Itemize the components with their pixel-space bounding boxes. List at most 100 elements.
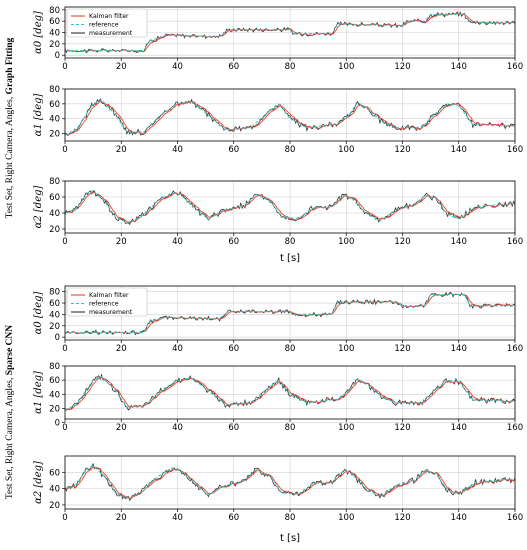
y-tick-label: 40 — [49, 485, 60, 495]
y-tick-label: 80 — [49, 6, 60, 16]
y-tick-label: 60 — [49, 299, 60, 309]
y-axis-label: α0 [deg] — [33, 291, 44, 334]
y-tick-label: 20 — [49, 404, 60, 414]
legend-entry: reference — [89, 301, 119, 308]
series-kalman-filter — [64, 466, 516, 499]
y-tick-label: 40 — [49, 209, 60, 219]
x-axis-label: t [s] — [280, 253, 300, 264]
x-tick-label: 60 — [228, 423, 239, 433]
series-reference — [64, 99, 515, 136]
series-reference — [64, 465, 516, 499]
x-tick-label: 80 — [285, 62, 296, 72]
series-reference — [65, 13, 516, 52]
series-kalman-filter — [64, 376, 516, 411]
x-tick-label: 60 — [228, 145, 239, 155]
y-tick-label: 60 — [49, 17, 60, 27]
x-tick-label: 0 — [62, 62, 67, 72]
legend-box — [66, 287, 148, 317]
y-tick-label: 40 — [49, 390, 60, 400]
legend-entry: Kalman filter — [89, 13, 129, 20]
y-tick-label: 0 — [55, 419, 60, 429]
y-tick-label: 80 — [49, 85, 60, 95]
x-tick-label: 80 — [285, 237, 296, 247]
x-tick-label: 140 — [451, 145, 467, 155]
x-axis-label: t [s] — [280, 533, 300, 544]
x-tick-label: 80 — [285, 344, 296, 354]
series-measurement — [64, 190, 516, 226]
x-tick-label: 20 — [116, 237, 127, 247]
x-tick-label: 160 — [507, 237, 523, 247]
y-tick-label: 60 — [49, 193, 60, 203]
x-tick-label: 120 — [394, 145, 410, 155]
legend-entry: measurement — [89, 30, 133, 37]
x-tick-label: 100 — [338, 423, 354, 433]
y-tick-label: 80 — [49, 177, 60, 187]
x-tick-label: 120 — [394, 237, 410, 247]
y-tick-label: 40 — [49, 29, 60, 39]
x-tick-label: 60 — [228, 513, 239, 523]
x-tick-label: 100 — [338, 237, 354, 247]
y-tick-label: 0 — [55, 51, 60, 61]
x-tick-label: 140 — [451, 513, 467, 523]
axes-frame — [64, 88, 516, 142]
x-tick-label: 60 — [228, 62, 239, 72]
axes-frame — [64, 285, 516, 341]
group-label-sparse-cnn: Test Set, Right Camera, Angles, Sparse C… — [5, 325, 15, 499]
y-tick-label: 20 — [49, 501, 60, 511]
x-tick-label: 80 — [285, 423, 296, 433]
x-tick-label: 0 — [62, 237, 67, 247]
series-reference — [65, 294, 515, 334]
series-kalman-filter — [64, 191, 516, 224]
y-tick-label: 20 — [49, 322, 60, 332]
y-tick-label: 40 — [49, 115, 60, 125]
legend-entry: measurement — [89, 309, 133, 316]
legend-entry: reference — [89, 22, 119, 29]
x-tick-label: 160 — [507, 344, 523, 354]
x-tick-label: 160 — [507, 513, 523, 523]
x-tick-label: 40 — [172, 344, 183, 354]
y-axis-label: α2 [deg] — [33, 185, 44, 228]
y-tick-label: 20 — [49, 225, 60, 235]
x-tick-label: 0 — [62, 344, 67, 354]
legend-box — [66, 8, 148, 38]
axes-frame — [64, 455, 516, 510]
x-tick-label: 140 — [451, 423, 467, 433]
y-axis-label: α0 [deg] — [33, 11, 44, 54]
x-tick-label: 120 — [394, 62, 410, 72]
y-axis-label: α2 [deg] — [33, 461, 44, 504]
x-tick-label: 60 — [228, 237, 239, 247]
x-tick-label: 140 — [451, 62, 467, 72]
x-tick-label: 20 — [116, 145, 127, 155]
x-tick-label: 20 — [116, 344, 127, 354]
y-tick-label: 80 — [49, 288, 60, 298]
y-tick-label: 40 — [49, 310, 60, 320]
x-tick-label: 40 — [172, 145, 183, 155]
y-axis-label: α1 [deg] — [33, 93, 44, 136]
x-tick-label: 0 — [62, 423, 67, 433]
group-label-graph-fitting: Test Set, Right Camera, Angles, Graph Fi… — [5, 37, 15, 218]
x-tick-label: 120 — [394, 513, 410, 523]
x-tick-label: 0 — [62, 513, 67, 523]
y-tick-label: 80 — [49, 362, 60, 372]
axes-frame — [64, 180, 516, 234]
y-tick-label: 60 — [49, 468, 60, 478]
x-tick-label: 60 — [228, 344, 239, 354]
x-tick-label: 40 — [172, 62, 183, 72]
y-axis-label: α1 [deg] — [33, 371, 44, 414]
axes-frame — [64, 365, 516, 420]
x-tick-label: 120 — [394, 344, 410, 354]
series-reference — [64, 190, 516, 224]
x-tick-label: 40 — [172, 513, 183, 523]
x-tick-label: 80 — [285, 513, 296, 523]
x-tick-label: 20 — [116, 62, 127, 72]
x-tick-label: 100 — [338, 145, 354, 155]
x-tick-label: 0 — [62, 145, 67, 155]
x-tick-label: 20 — [116, 513, 127, 523]
legend-entry: Kalman filter — [89, 292, 129, 299]
x-tick-label: 20 — [116, 423, 127, 433]
y-tick-label: 20 — [49, 130, 60, 140]
